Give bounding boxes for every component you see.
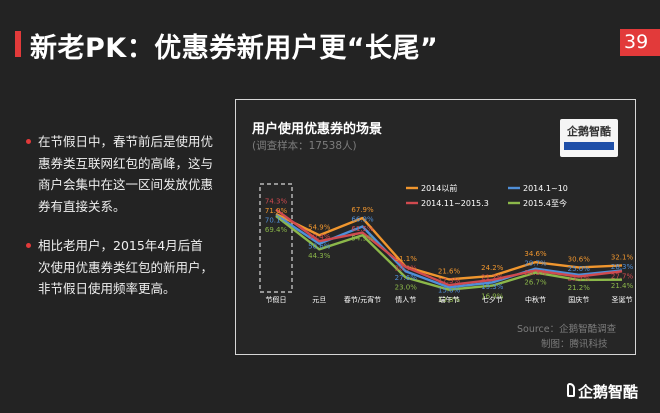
penguin-logo-icon <box>567 383 575 397</box>
data-label: 31.1% <box>395 255 418 263</box>
x-tick-label: 节假日 <box>266 295 287 304</box>
chart-source: Source：企鹅智酷调查 <box>517 324 617 335</box>
data-label: 50.4% <box>308 233 331 241</box>
series-line-2 <box>275 208 623 287</box>
logo-badge: 企鹅智酷 <box>560 119 618 157</box>
data-label: 21.2% <box>481 273 504 281</box>
legend-label: 2014.11~2015.3 <box>421 199 489 208</box>
brand-name: 企鹅智酷 <box>578 383 639 401</box>
data-label: 21.6% <box>438 267 461 275</box>
data-label: 67.9% <box>351 206 374 214</box>
bullet-item: 相比老用户，2015年4月后首次使用优惠券类红包的新用户，非节假日使用频率更高。 <box>26 235 214 300</box>
data-label: 69.4% <box>265 226 288 234</box>
x-tick-label: 情人节 <box>395 295 416 304</box>
data-label: 71.0% <box>265 207 288 215</box>
data-label: 17.3% <box>438 277 461 285</box>
data-label: 74.3% <box>265 198 288 206</box>
data-label: 34.6% <box>524 250 547 258</box>
data-label: 44.3% <box>308 252 331 260</box>
x-tick-label: 七夕节 <box>482 295 503 304</box>
data-label: 24.2% <box>481 264 504 272</box>
data-label: 50.6% <box>308 242 331 250</box>
data-label: 25.0% <box>568 265 591 273</box>
highlight-box <box>259 183 293 293</box>
page-number: 39 <box>620 29 660 56</box>
x-tick-label: 圣诞节 <box>612 295 633 304</box>
x-tick-label: 端午节 <box>439 295 460 304</box>
logo-tag-strip <box>564 142 614 150</box>
data-label: 27.7% <box>611 272 634 280</box>
data-label: 15.6% <box>438 286 461 294</box>
data-label: 19.3% <box>481 283 504 291</box>
data-label: 66.9% <box>351 216 374 224</box>
legend-label: 2014.1~10 <box>523 184 568 193</box>
bullet-item: 在节假日中，春节前后是使用优惠券类互联网红包的高峰，这与商户会集中在这一区间发放… <box>26 131 214 217</box>
legend-label: 2014以前 <box>421 183 457 193</box>
data-label: 21.2% <box>568 284 591 292</box>
bullet-dot-icon <box>26 243 31 248</box>
bullet-dot-icon <box>26 139 31 144</box>
series-line-3 <box>275 215 623 291</box>
x-tick-label: 元旦 <box>312 296 326 304</box>
chart-maker: 制图：腾讯科技 <box>541 339 608 350</box>
data-label: 54.9% <box>351 235 374 243</box>
data-label: 28.3% <box>611 263 634 271</box>
chart-title: 用户使用优惠券的场景 <box>252 122 383 137</box>
title-accent-bar <box>15 31 21 57</box>
series-line-0 <box>275 212 623 281</box>
chart-subtitle: (调查样本：17538人) <box>252 140 357 152</box>
data-label: 23.0% <box>395 283 418 291</box>
x-tick-label: 中秋节 <box>525 295 546 304</box>
data-label: 28.3% <box>524 269 547 277</box>
data-label: 26.7% <box>524 279 547 287</box>
data-label: 21.4% <box>611 282 634 290</box>
data-label: 27.6% <box>395 274 418 282</box>
x-tick-label: 国庆节 <box>568 295 589 304</box>
bullet-list: 在节假日中，春节前后是使用优惠券类互联网红包的高峰，这与商户会集中在这一区间发放… <box>26 131 214 318</box>
data-label: 13.8% <box>438 296 461 304</box>
data-label: 54.9% <box>308 223 331 231</box>
data-label: 30.9% <box>395 264 418 272</box>
x-tick-label: 春节/元宵节 <box>344 295 381 304</box>
legend-label: 2015.4至今 <box>523 198 567 208</box>
bullet-text: 在节假日中，春节前后是使用优惠券类互联网红包的高峰，这与商户会集中在这一区间发放… <box>38 134 214 214</box>
data-label: 16.9% <box>481 292 504 300</box>
slide-title: 新老PK：优惠券新用户更“长尾” <box>30 33 439 64</box>
data-label: 30.6% <box>568 255 591 263</box>
data-label: 23.7% <box>568 274 591 282</box>
bullet-text: 相比老用户，2015年4月后首次使用优惠券类红包的新用户，非节假日使用频率更高。 <box>38 238 214 296</box>
data-label: 29.7% <box>524 260 547 268</box>
logo-text: 企鹅智酷 <box>567 125 611 138</box>
data-label: 61.5% <box>351 225 374 233</box>
data-label: 70.1% <box>265 217 288 225</box>
data-label: 32.1% <box>611 253 634 261</box>
